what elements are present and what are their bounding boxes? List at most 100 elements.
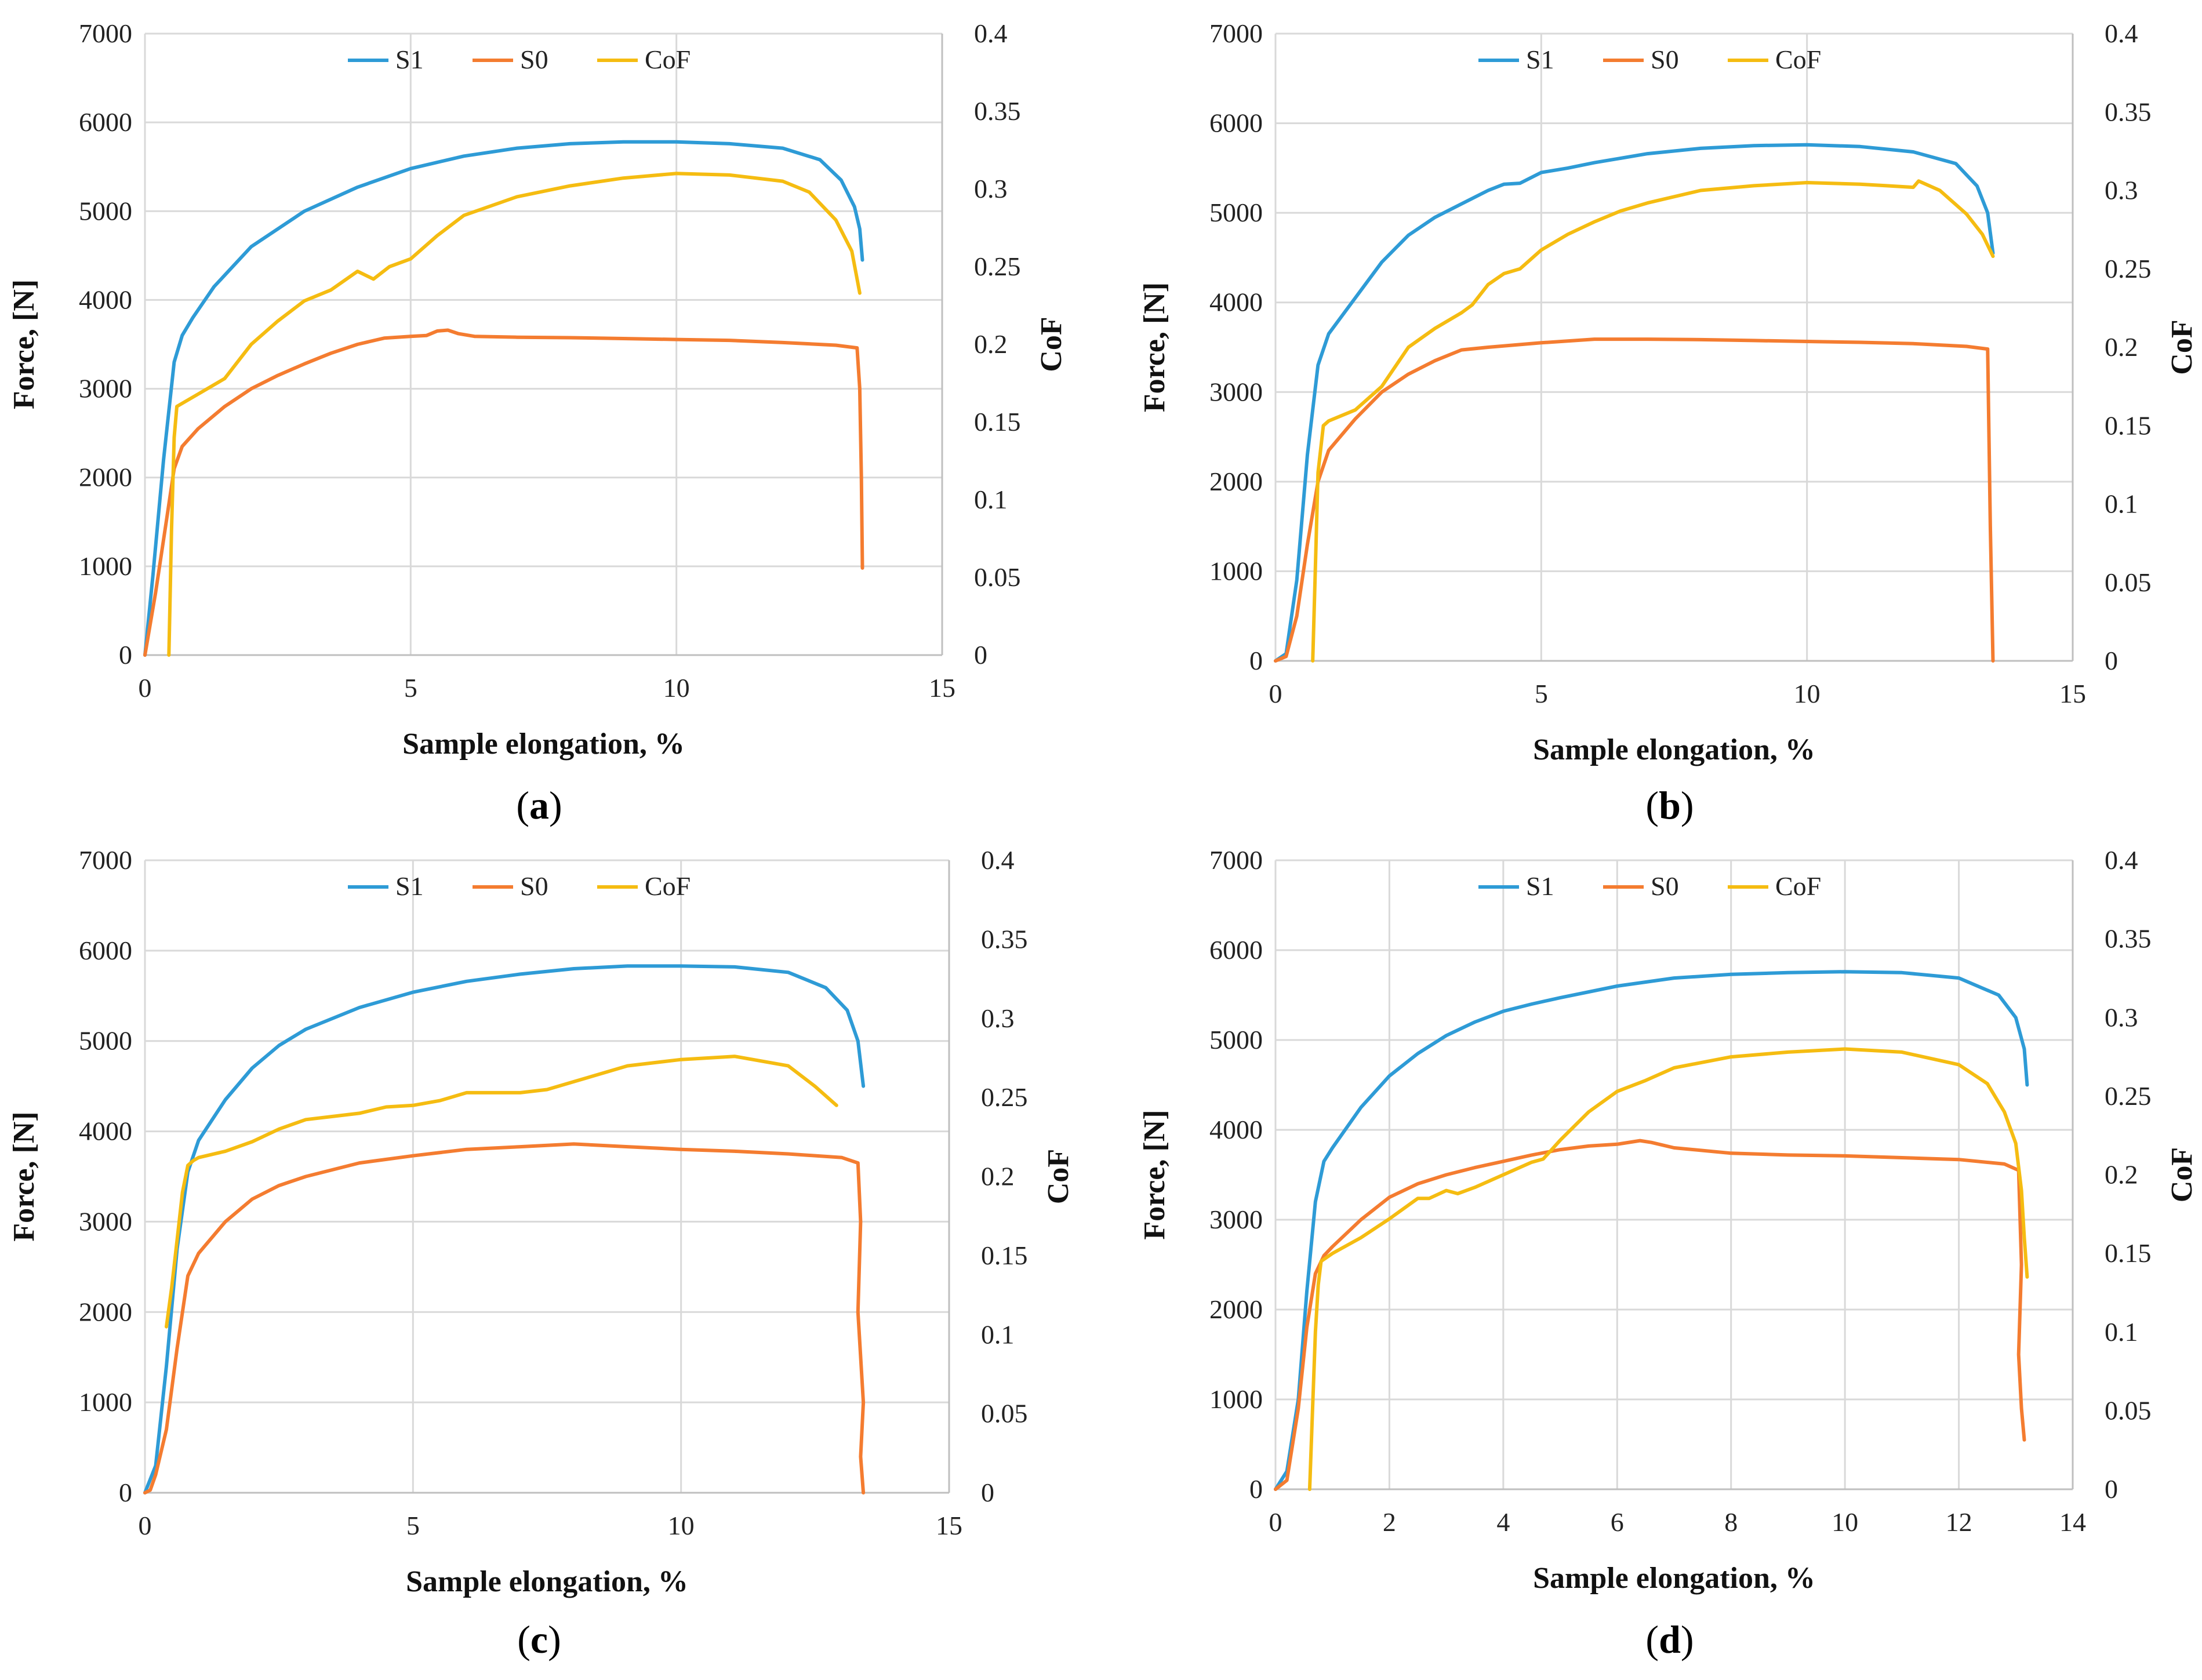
legend-label-cof: CoF [1775,871,1821,901]
legend-label-s0: S0 [520,45,548,74]
y-tick-label: 2000 [1209,467,1263,496]
y2-tick-label: 0.25 [2105,254,2152,283]
series-line-s1 [145,966,863,1493]
y-tick-label: 3000 [79,1206,132,1236]
x-tick-label: 12 [1946,1507,1972,1537]
y2-tick-label: 0.1 [2105,1317,2138,1347]
y2-tick-label: 0.35 [981,924,1028,954]
y2-tick-label: 0.2 [974,329,1008,359]
y2-tick-label: 0.25 [2105,1081,2152,1111]
y-tick-label: 7000 [79,19,132,48]
y2-tick-label: 0.1 [974,485,1008,514]
y2-tick-label: 0.15 [974,407,1021,437]
series-line-s0 [1276,1141,2025,1489]
sublabel-b: (b) [1583,783,1757,828]
x-tick-label: 4 [1496,1507,1510,1537]
y2-tick-label: 0.1 [2105,489,2138,519]
y-tick-label: 2000 [79,1297,132,1326]
sublabel-c: (c) [452,1617,626,1663]
y2-tick-label: 0.2 [981,1162,1015,1191]
legend-label-s1: S1 [1526,871,1554,901]
chart-c: 0 1000 2000 3000 4000 5000 6000 7000 0 5 10 15 0 0.05… [0,840,1101,1680]
y2-tick-label: 0.05 [981,1399,1028,1428]
y-tick-label: 6000 [79,107,132,137]
y2-tick-label: 0.15 [2105,410,2152,440]
panel-c: 0 1000 2000 3000 4000 5000 6000 7000 0 5 10 15 0 0.05… [0,840,1101,1680]
x-tick-label: 6 [1611,1507,1624,1537]
x-tick-label: 0 [1269,1507,1282,1537]
y-tick-label: 3000 [1209,377,1263,406]
y2-tick-label: 0.05 [2105,1395,2152,1425]
x-tick-label: 15 [936,1511,962,1540]
legend-label-s0: S0 [520,871,548,901]
series-line-s0 [145,330,863,656]
chart-a: 0 1000 2000 3000 4000 5000 6000 7000 0 5 10 15 0 0.05… [0,0,1101,840]
x-tick-label: 10 [1832,1507,1858,1537]
y-tick-label: 7000 [1209,19,1263,48]
chart-d: 0 1000 2000 3000 4000 5000 6000 7000 0 2 4 6 8 10 12 14… [1131,840,2202,1680]
x-axis-title: Sample elongation, % [1533,1562,1815,1595]
series-line-s1 [1276,972,2027,1489]
legend-label-s1: S1 [395,45,424,74]
y-tick-label: 6000 [1209,935,1263,965]
x-tick-label: 0 [139,673,152,703]
y-tick-label: 7000 [1209,845,1263,875]
x-tick-label: 8 [1724,1507,1738,1537]
y2-tick-label: 0.4 [974,19,1008,48]
series-line-s1 [1276,145,1993,661]
y-tick-label: 7000 [79,845,132,875]
y2-tick-label: 0.35 [2105,97,2152,126]
legend-label-s0: S0 [1651,45,1679,74]
x-tick-label: 15 [929,673,955,703]
y-tick-label: 1000 [1209,1384,1263,1414]
y-tick-label: 5000 [79,196,132,226]
y-tick-label: 2000 [79,463,132,492]
chart-b: 0 1000 2000 3000 4000 5000 6000 7000 0 5 10 15 0 0.05… [1131,0,2202,840]
legend-label-s0: S0 [1651,871,1679,901]
y2-tick-label: 0.2 [2105,332,2138,362]
y2-axis-title: CoF [1042,1149,1075,1204]
x-tick-label: 15 [2059,679,2086,708]
series-line-cof [1310,1049,2027,1490]
y2-axis-title: CoF [2165,1147,2199,1202]
series-line-s0 [145,1144,863,1493]
x-tick-label: 10 [663,673,690,703]
x-tick-label: 2 [1383,1507,1396,1537]
y-tick-label: 4000 [79,1117,132,1146]
y-tick-label: 0 [1249,1474,1263,1504]
x-tick-label: 5 [404,673,417,703]
y2-tick-label: 0.3 [2105,1002,2138,1032]
y2-tick-label: 0 [981,1478,994,1507]
y-tick-label: 5000 [1209,198,1263,227]
y-axis-title: Force, [N] [1138,1110,1171,1239]
y-axis-title: Force, [N] [8,1111,41,1241]
panel-a: 0 1000 2000 3000 4000 5000 6000 7000 0 5 10 15 0 0.05… [0,0,1101,840]
y-tick-label: 1000 [79,1387,132,1417]
y-tick-label: 1000 [79,551,132,581]
y-tick-label: 4000 [1209,1115,1263,1144]
y2-tick-label: 0.2 [2105,1160,2138,1190]
panel-b: 0 1000 2000 3000 4000 5000 6000 7000 0 5 10 15 0 0.05… [1131,0,2202,840]
legend-label-cof: CoF [1775,45,1821,74]
y2-axis-title: CoF [1035,317,1068,372]
y2-tick-label: 0 [974,640,987,670]
y2-tick-label: 0.15 [2105,1238,2152,1268]
y2-tick-label: 0.3 [974,174,1008,203]
y-tick-label: 0 [119,1478,132,1507]
x-tick-label: 5 [406,1511,420,1540]
y-tick-label: 6000 [1209,108,1263,138]
panel-d: 0 1000 2000 3000 4000 5000 6000 7000 0 2 4 6 8 10 12 14… [1131,840,2202,1680]
x-axis-title: Sample elongation, % [402,728,685,761]
y2-tick-label: 0.25 [974,252,1021,281]
y2-tick-label: 0.05 [974,562,1021,592]
y-tick-label: 3000 [1209,1205,1263,1234]
y2-tick-label: 0.3 [981,1003,1015,1033]
y2-tick-label: 0.4 [2105,19,2138,48]
legend-label-cof: CoF [645,45,691,74]
y2-tick-label: 0.4 [2105,845,2138,875]
y-tick-label: 0 [119,640,132,670]
y2-tick-label: 0.35 [2105,924,2152,954]
y2-tick-label: 0.3 [2105,176,2138,205]
y2-tick-label: 0 [2105,1474,2118,1504]
y2-tick-label: 0.25 [981,1082,1028,1112]
